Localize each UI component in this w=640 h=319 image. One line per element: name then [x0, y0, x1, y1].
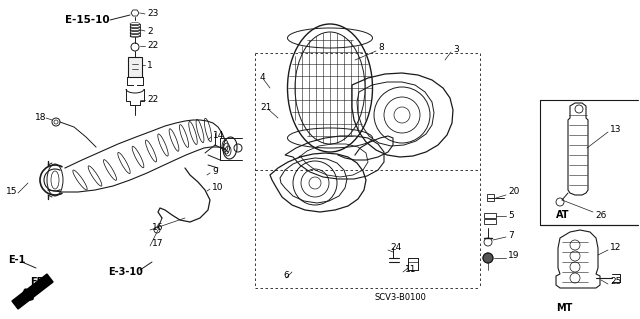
Text: 9: 9	[212, 167, 218, 176]
Text: 23: 23	[147, 9, 158, 18]
Text: 15: 15	[6, 188, 17, 197]
Polygon shape	[12, 274, 53, 309]
Text: 4: 4	[260, 72, 266, 81]
Text: 6: 6	[283, 271, 289, 280]
Text: E-1: E-1	[8, 255, 26, 265]
Text: 17: 17	[152, 240, 163, 249]
Text: 16: 16	[152, 224, 163, 233]
Text: 2: 2	[147, 26, 152, 35]
Text: E-3-10: E-3-10	[108, 267, 143, 277]
Text: 21: 21	[260, 102, 271, 112]
Circle shape	[483, 253, 493, 263]
Text: 1: 1	[147, 61, 153, 70]
Text: 11: 11	[405, 265, 417, 275]
Text: 13: 13	[610, 125, 621, 135]
FancyBboxPatch shape	[128, 57, 142, 77]
Text: MT: MT	[556, 303, 572, 313]
Text: 5: 5	[508, 211, 514, 219]
Text: 25: 25	[610, 278, 621, 286]
Text: 8: 8	[378, 43, 384, 53]
Text: 24: 24	[390, 243, 401, 253]
Text: 10: 10	[212, 183, 223, 192]
Text: SCV3-B0100: SCV3-B0100	[374, 293, 426, 301]
Text: 7: 7	[508, 231, 514, 240]
Text: 3: 3	[453, 46, 459, 55]
Text: E-15-10: E-15-10	[65, 15, 109, 25]
Text: AT: AT	[556, 210, 570, 220]
Text: FR.: FR.	[30, 277, 48, 287]
Text: 26: 26	[595, 211, 606, 219]
Text: 22: 22	[147, 95, 158, 105]
Text: 12: 12	[610, 243, 621, 253]
Text: 18: 18	[35, 114, 47, 122]
Text: 19: 19	[508, 251, 520, 261]
Text: 14: 14	[213, 130, 225, 139]
Text: 20: 20	[508, 188, 520, 197]
Text: 22: 22	[147, 41, 158, 50]
